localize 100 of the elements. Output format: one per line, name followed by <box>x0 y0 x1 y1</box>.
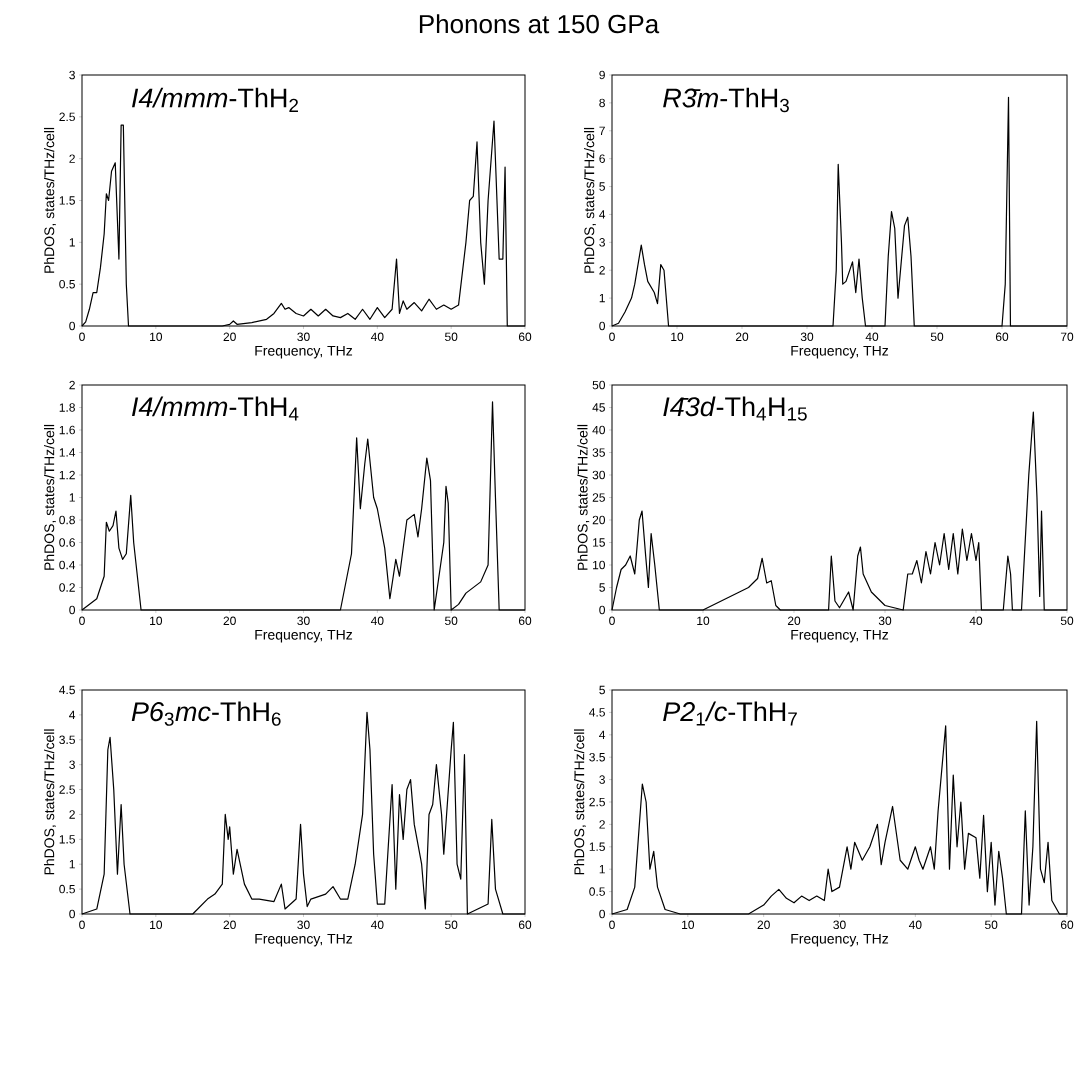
y-tick-label: 1 <box>69 860 75 869</box>
y-tick-label: 3.5 <box>589 752 605 762</box>
x-tick-label: 40 <box>370 332 384 342</box>
x-axis-title: Frequency, THz <box>791 933 889 947</box>
x-tick-label: 0 <box>79 920 85 930</box>
y-tick-label: 3.5 <box>59 735 75 745</box>
x-tick-label: 0 <box>79 616 85 626</box>
x-tick-label: 10 <box>150 920 163 930</box>
x-tick-label: 30 <box>297 332 310 342</box>
y-tick-label: 0.2 <box>59 583 75 592</box>
x-tick-label: 60 <box>1060 920 1074 930</box>
y-tick-label: 6 <box>599 154 605 163</box>
y-tick-label: 3 <box>599 238 605 247</box>
x-tick-label: 10 <box>671 332 684 342</box>
y-tick-label: 0.5 <box>59 884 75 894</box>
y-tick-label: 3 <box>599 775 605 784</box>
x-tick-label: 40 <box>370 920 384 930</box>
y-tick-label: 5 <box>599 182 605 191</box>
y-tick-label: 25 <box>592 493 605 502</box>
y-tick-label: 1.5 <box>589 842 605 851</box>
x-tick-label: 10 <box>682 920 695 930</box>
x-tick-label: 0 <box>609 616 615 626</box>
y-tick-label: 15 <box>593 538 605 547</box>
y-tick-label: 1.8 <box>59 403 75 412</box>
y-tick-label: 9 <box>599 70 605 80</box>
x-tick-label: 40 <box>370 616 384 626</box>
y-tick-label: 1 <box>599 293 605 303</box>
y-axis-title: PhDOS, states/THz/cell <box>583 127 596 273</box>
y-tick-label: 3 <box>69 760 75 769</box>
y-tick-label: 30 <box>592 470 606 480</box>
x-tick-label: 30 <box>800 332 814 342</box>
y-tick-label: 35 <box>592 448 605 457</box>
x-tick-label: 10 <box>697 616 710 626</box>
y-tick-label: 2 <box>69 810 75 819</box>
chart-title: P2$_{1}$/c-ThH$_{7}$ <box>663 701 797 726</box>
x-tick-label: 30 <box>297 920 310 930</box>
y-tick-label: 2.5 <box>59 112 75 122</box>
chart-title: P6$_{3}$mc-ThH$_{6}$ <box>131 701 281 726</box>
y-tick-label: 1.4 <box>59 448 76 457</box>
y-tick-label: 1 <box>69 493 75 502</box>
x-tick-label: 40 <box>908 920 922 930</box>
x-tick-label: 0 <box>609 920 615 930</box>
y-tick-label: 4 <box>599 730 606 739</box>
x-tick-label: 50 <box>930 332 944 342</box>
x-axis-title: Frequency, THz <box>255 933 353 947</box>
y-tick-label: 20 <box>592 515 606 525</box>
y-tick-label: 8 <box>599 98 605 108</box>
x-tick-label: 10 <box>150 616 163 626</box>
y-tick-label: 3 <box>69 70 75 80</box>
x-tick-label: 20 <box>223 920 236 930</box>
x-tick-label: 50 <box>1060 616 1074 626</box>
y-tick-label: 1 <box>599 865 605 874</box>
y-tick-label: 10 <box>593 560 606 570</box>
y-tick-label: 4 <box>69 710 76 720</box>
x-tick-label: 0 <box>79 332 85 342</box>
x-axis-title: Frequency, THz <box>255 345 353 359</box>
x-tick-label: 20 <box>757 920 770 930</box>
y-tick-label: 0 <box>69 605 76 615</box>
y-tick-label: 1 <box>69 238 75 247</box>
y-tick-label: 2.5 <box>59 785 75 794</box>
y-axis-title: PhDOS, states/THz/cell <box>577 424 590 570</box>
y-tick-label: 0.5 <box>59 279 75 289</box>
y-tick-label: 4.5 <box>59 685 75 695</box>
chart-title: I4/mmm-ThH$_{2}$ <box>132 87 298 112</box>
y-tick-label: 0 <box>69 321 76 331</box>
x-tick-label: 30 <box>297 616 310 626</box>
y-tick-label: 7 <box>599 126 605 135</box>
x-tick-label: 60 <box>518 616 532 626</box>
y-tick-label: 2.5 <box>589 797 605 807</box>
x-tick-label: 70 <box>1060 332 1074 342</box>
x-tick-label: 40 <box>969 616 983 626</box>
y-tick-label: 0.8 <box>59 515 75 525</box>
y-tick-label: 0 <box>69 909 76 919</box>
y-tick-label: 45 <box>592 403 605 412</box>
y-tick-label: 0.4 <box>59 560 76 570</box>
x-tick-label: 60 <box>518 332 532 342</box>
y-axis-title: PhDOS, states/THz/cell <box>573 729 586 875</box>
y-tick-label: 2 <box>69 154 75 163</box>
y-tick-label: 2 <box>599 266 605 275</box>
chart-title: I4/mmm-ThH$_{4}$ <box>132 396 299 421</box>
x-tick-label: 50 <box>444 920 458 930</box>
x-axis-title: Frequency, THz <box>255 629 353 643</box>
x-axis-title: Frequency, THz <box>791 629 889 643</box>
y-tick-label: 1.2 <box>59 470 75 480</box>
x-tick-label: 30 <box>878 616 892 626</box>
x-tick-label: 40 <box>865 332 879 342</box>
x-tick-label: 60 <box>518 920 532 930</box>
y-tick-label: 40 <box>592 425 606 435</box>
text: Phonons at 150 GPa <box>419 14 660 34</box>
chart-title: R3̄m-ThH$_{3}$ <box>663 87 789 113</box>
y-tick-label: 0 <box>599 321 606 331</box>
x-tick-label: 20 <box>223 332 236 342</box>
y-tick-label: 1.5 <box>59 835 75 844</box>
y-tick-label: 4 <box>599 210 606 219</box>
x-tick-label: 0 <box>609 332 615 342</box>
y-tick-label: 2 <box>599 820 605 829</box>
y-axis-title: PhDOS, states/THz/cell <box>43 424 56 570</box>
y-tick-label: 5 <box>599 685 605 695</box>
y-axis-title: PhDOS, states/THz/cell <box>43 127 56 273</box>
y-tick-label: 1.5 <box>59 196 75 205</box>
